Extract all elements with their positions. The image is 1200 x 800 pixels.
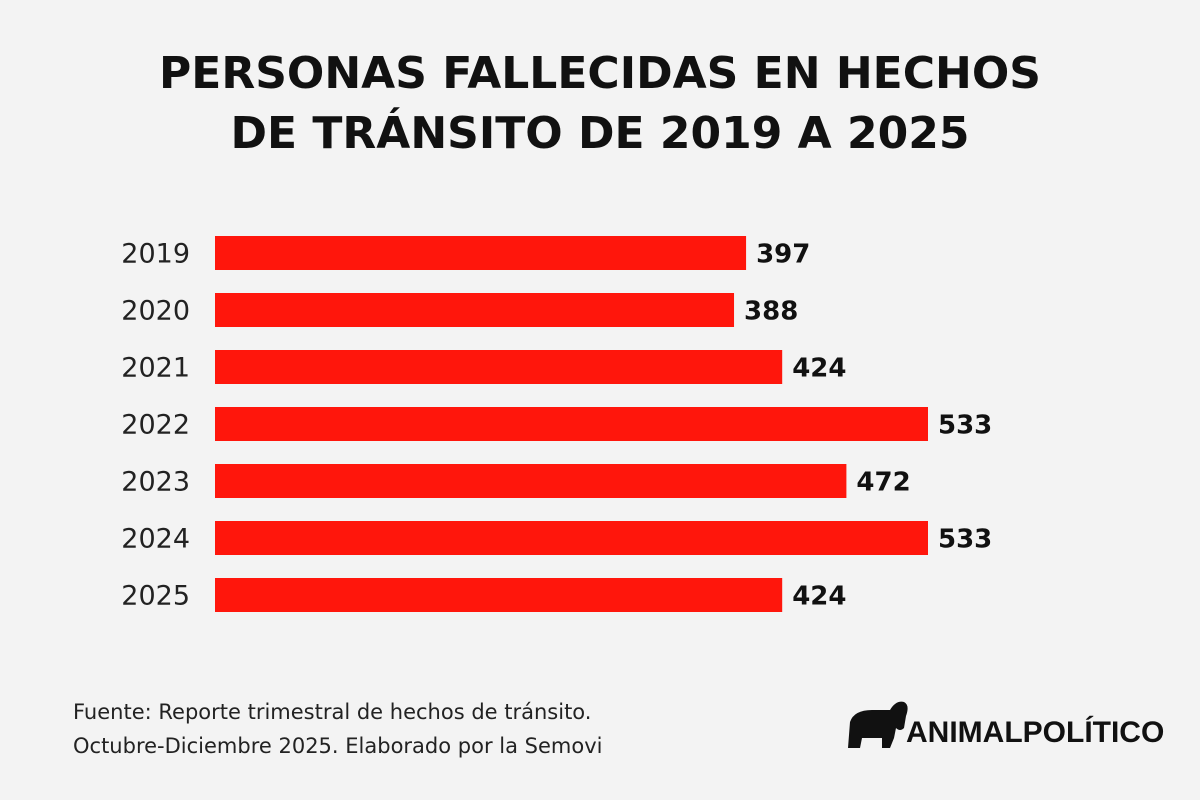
chart-title: PERSONAS FALLECIDAS EN HECHOS xyxy=(159,48,1041,99)
source-note: Octubre-Diciembre 2025. Elaborado por la… xyxy=(73,734,602,758)
elephant-icon xyxy=(848,701,908,748)
y-tick-label: 2025 xyxy=(121,581,190,612)
bar xyxy=(215,464,847,498)
bar xyxy=(215,350,783,384)
bar xyxy=(215,578,783,612)
logo: ANIMALPOLÍTICO xyxy=(848,701,1164,749)
value-label: 472 xyxy=(856,468,910,498)
source-note: Fuente: Reporte trimestral de hechos de … xyxy=(73,700,591,724)
value-label: 388 xyxy=(744,297,798,327)
bar xyxy=(215,521,928,555)
bar xyxy=(215,407,928,441)
value-label: 533 xyxy=(938,525,992,555)
bar xyxy=(215,293,735,327)
value-label: 397 xyxy=(756,240,810,270)
y-tick-label: 2022 xyxy=(121,410,190,441)
bar xyxy=(215,236,747,270)
y-tick-label: 2019 xyxy=(121,239,190,270)
value-label: 424 xyxy=(792,582,846,612)
chart-title: DE TRÁNSITO DE 2019 A 2025 xyxy=(231,106,970,159)
value-label: 424 xyxy=(792,354,846,384)
y-tick-label: 2024 xyxy=(121,524,190,555)
value-label: 533 xyxy=(938,411,992,441)
logo-text: ANIMALPOLÍTICO xyxy=(906,715,1164,749)
y-tick-label: 2020 xyxy=(121,296,190,327)
y-tick-label: 2021 xyxy=(121,353,190,384)
y-tick-label: 2023 xyxy=(121,467,190,498)
